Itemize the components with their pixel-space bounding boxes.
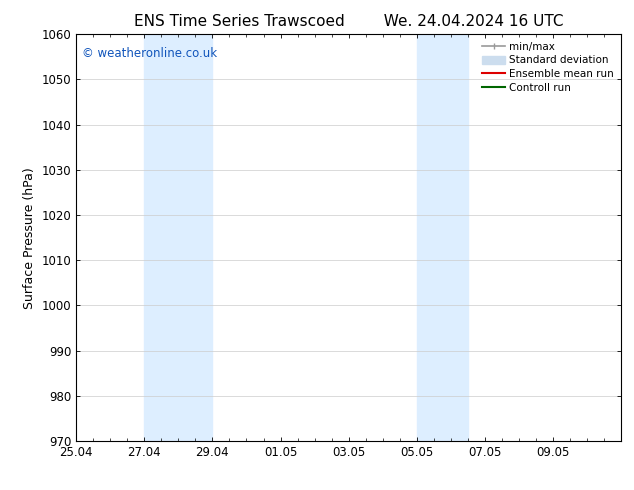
Text: © weatheronline.co.uk: © weatheronline.co.uk	[82, 47, 217, 59]
Legend: min/max, Standard deviation, Ensemble mean run, Controll run: min/max, Standard deviation, Ensemble me…	[478, 37, 618, 97]
Bar	[417, 34, 468, 441]
Bar	[144, 34, 212, 441]
Title: ENS Time Series Trawscoed        We. 24.04.2024 16 UTC: ENS Time Series Trawscoed We. 24.04.2024…	[134, 14, 564, 29]
Y-axis label: Surface Pressure (hPa): Surface Pressure (hPa)	[23, 167, 36, 309]
